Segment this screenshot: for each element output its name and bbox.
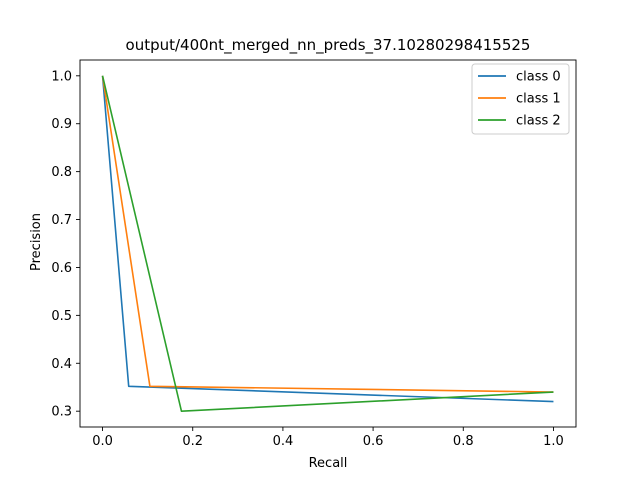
y-tick-label: 0.7: [51, 213, 72, 228]
series-line-class-1: [101, 75, 554, 393]
x-tick-label: 1.0: [543, 434, 564, 449]
axes-frame: [79, 59, 577, 428]
plot-area: 0.0 0.2 0.4 0.6 0.8 1.0 0.3 0.4 0.5 0.6 0.7 0.8 0.9 1…: [51, 59, 577, 449]
x-axis-label: Recall: [309, 456, 348, 471]
y-axis-label: Precision: [29, 213, 44, 271]
x-tick-label: 0.6: [363, 434, 384, 449]
y-tick-label: 0.8: [51, 165, 72, 180]
y-tick-label: 1.0: [51, 69, 72, 84]
legend-label-class-2: class 2: [516, 114, 561, 129]
y-tick-label: 0.4: [51, 357, 72, 372]
x-tick-label: 0.0: [92, 434, 113, 449]
x-tick-label: 0.2: [182, 434, 203, 449]
legend-label-class-1: class 1: [516, 92, 561, 107]
y-tick-label: 0.9: [51, 117, 72, 132]
y-tick-label: 0.6: [51, 261, 72, 276]
x-tick-label: 0.8: [453, 434, 474, 449]
y-tick-label: 0.5: [51, 309, 72, 324]
legend: class 0 class 1 class 2: [471, 63, 570, 135]
series-line-class-0: [101, 75, 554, 403]
legend-label-class-0: class 0: [516, 70, 561, 85]
chart-title: output/400nt_merged_nn_preds_37.10280298…: [126, 36, 531, 55]
x-tick-label: 0.4: [273, 434, 294, 449]
series-line-class-2: [101, 75, 554, 412]
legend-box: [471, 63, 570, 135]
y-tick-label: 0.3: [51, 405, 72, 420]
